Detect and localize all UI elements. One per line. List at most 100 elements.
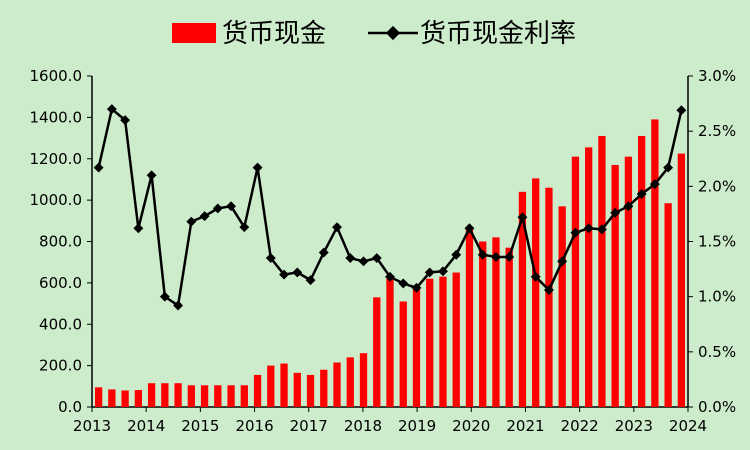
bar [452, 272, 460, 407]
legend-line-swatch [368, 25, 418, 41]
left-tick-label: 1400.0 [30, 108, 83, 126]
bar [346, 357, 354, 407]
left-tick-label: 200.0 [39, 357, 82, 375]
left-tick-label: 600.0 [39, 274, 82, 292]
bar [412, 287, 421, 407]
bar [651, 119, 659, 407]
bar [94, 387, 103, 407]
bar [280, 363, 288, 407]
line-point [358, 256, 369, 267]
bar [624, 156, 633, 407]
line-point [279, 269, 289, 280]
bar [585, 147, 593, 407]
legend-line-label: 货币现金利率 [420, 19, 576, 49]
bar [121, 390, 129, 407]
line-point [583, 223, 594, 234]
legend: 货币现金 货币现金利率 [172, 19, 576, 49]
line-point [398, 278, 409, 289]
bar [465, 229, 474, 407]
right-tick-label: 0.0% [698, 398, 736, 416]
bar [240, 385, 248, 407]
bar-series [94, 119, 686, 407]
bar [174, 383, 182, 407]
bar [253, 374, 262, 407]
x-tick-label: 2017 [290, 417, 328, 435]
bar [479, 241, 487, 407]
bar [439, 276, 447, 407]
bar [505, 247, 513, 407]
x-tick-label: 2014 [127, 417, 165, 435]
right-tick-label: 2.0% [698, 177, 736, 195]
right-tick-label: 0.5% [698, 343, 736, 361]
bar [267, 365, 275, 407]
line-point [517, 212, 528, 223]
line-point [265, 253, 276, 263]
x-tick-label: 2022 [561, 417, 599, 435]
line-point [93, 162, 104, 173]
line-point [491, 251, 501, 262]
right-tick-label: 3.0% [698, 67, 736, 85]
line-point [186, 216, 197, 227]
x-tick-label: 2019 [398, 417, 436, 435]
bar [518, 191, 527, 407]
line-point [596, 224, 607, 235]
line-point [173, 300, 184, 311]
bar [386, 278, 394, 407]
bar [147, 383, 156, 407]
bar [532, 178, 540, 407]
left-tick-label: 1200.0 [30, 150, 83, 168]
bar [571, 156, 580, 407]
line-point [610, 207, 621, 218]
line-point [120, 115, 131, 126]
left-tick-label: 1600.0 [30, 67, 83, 85]
right-tick-label: 2.5% [698, 122, 736, 140]
line-point [438, 266, 448, 277]
x-tick-label: 2015 [181, 417, 219, 435]
bar [187, 385, 195, 407]
left-tick-label: 0.0 [58, 398, 82, 416]
line-point [504, 251, 515, 262]
left-ticks: 0.0 200.0 400.0 600.0 800.0 1000.0 1200.0 1400.… [30, 67, 92, 416]
line-point [239, 222, 250, 233]
bar [598, 135, 606, 407]
line-point [318, 247, 329, 258]
bar [545, 187, 553, 407]
bar [611, 164, 619, 407]
right-tick-label: 1.0% [698, 288, 736, 306]
right-tick-label: 1.5% [698, 233, 736, 251]
line-point [133, 223, 144, 234]
x-tick-label: 2021 [506, 417, 544, 435]
bar [399, 301, 407, 407]
line-point [385, 271, 395, 282]
line-point [623, 201, 634, 212]
bar [492, 237, 500, 407]
bar [426, 278, 434, 407]
bar [320, 369, 328, 407]
line-point [226, 201, 237, 212]
bar [161, 383, 169, 407]
bar [664, 203, 672, 407]
x-ticks: 2013 2014 2015 2016 2017 2018 2019 2020 2021 2022… [73, 407, 707, 435]
left-tick-label: 400.0 [39, 315, 82, 333]
x-tick-label: 2023 [615, 417, 653, 435]
bar [134, 390, 142, 407]
line-point [424, 267, 435, 278]
line-point [199, 211, 210, 222]
line-point [106, 104, 117, 115]
right-ticks: 0.0% 0.5% 1.0% 1.5% 2.0% 2.5% 3.0% [688, 67, 736, 416]
line-point [663, 162, 674, 173]
bar [293, 372, 301, 407]
line-point [292, 267, 303, 278]
line-point [212, 203, 223, 214]
line-point [411, 282, 422, 293]
line-point [345, 253, 356, 263]
line-point [159, 291, 170, 302]
line-point [570, 227, 581, 238]
x-tick-label: 2020 [452, 417, 490, 435]
line-point [332, 222, 342, 233]
legend-bar-label: 货币现金 [222, 19, 326, 49]
bar [677, 153, 686, 407]
line-point [636, 189, 647, 200]
